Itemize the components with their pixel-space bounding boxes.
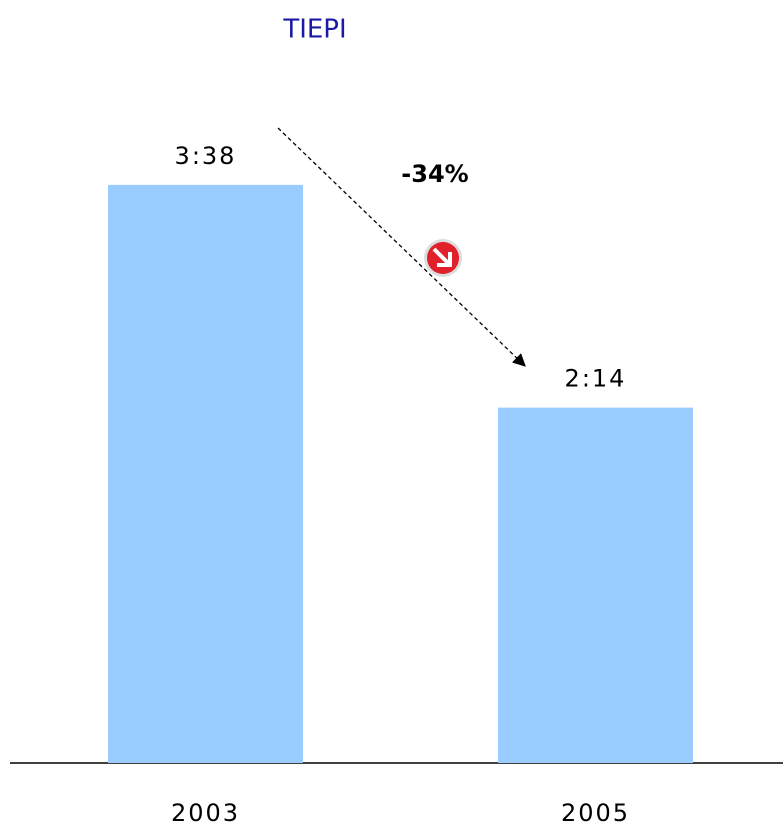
value-label: 3:38 <box>175 142 237 170</box>
bar <box>498 407 693 763</box>
x-tick-label: 2005 <box>561 799 630 827</box>
trend-arrow <box>277 127 526 367</box>
chart-title: TIEPI <box>282 15 346 45</box>
value-label: 2:14 <box>565 365 627 393</box>
annotation: -34% <box>401 160 468 188</box>
bar <box>108 184 303 763</box>
decrease-icon <box>424 239 462 277</box>
x-tick-label: 2003 <box>171 799 240 827</box>
